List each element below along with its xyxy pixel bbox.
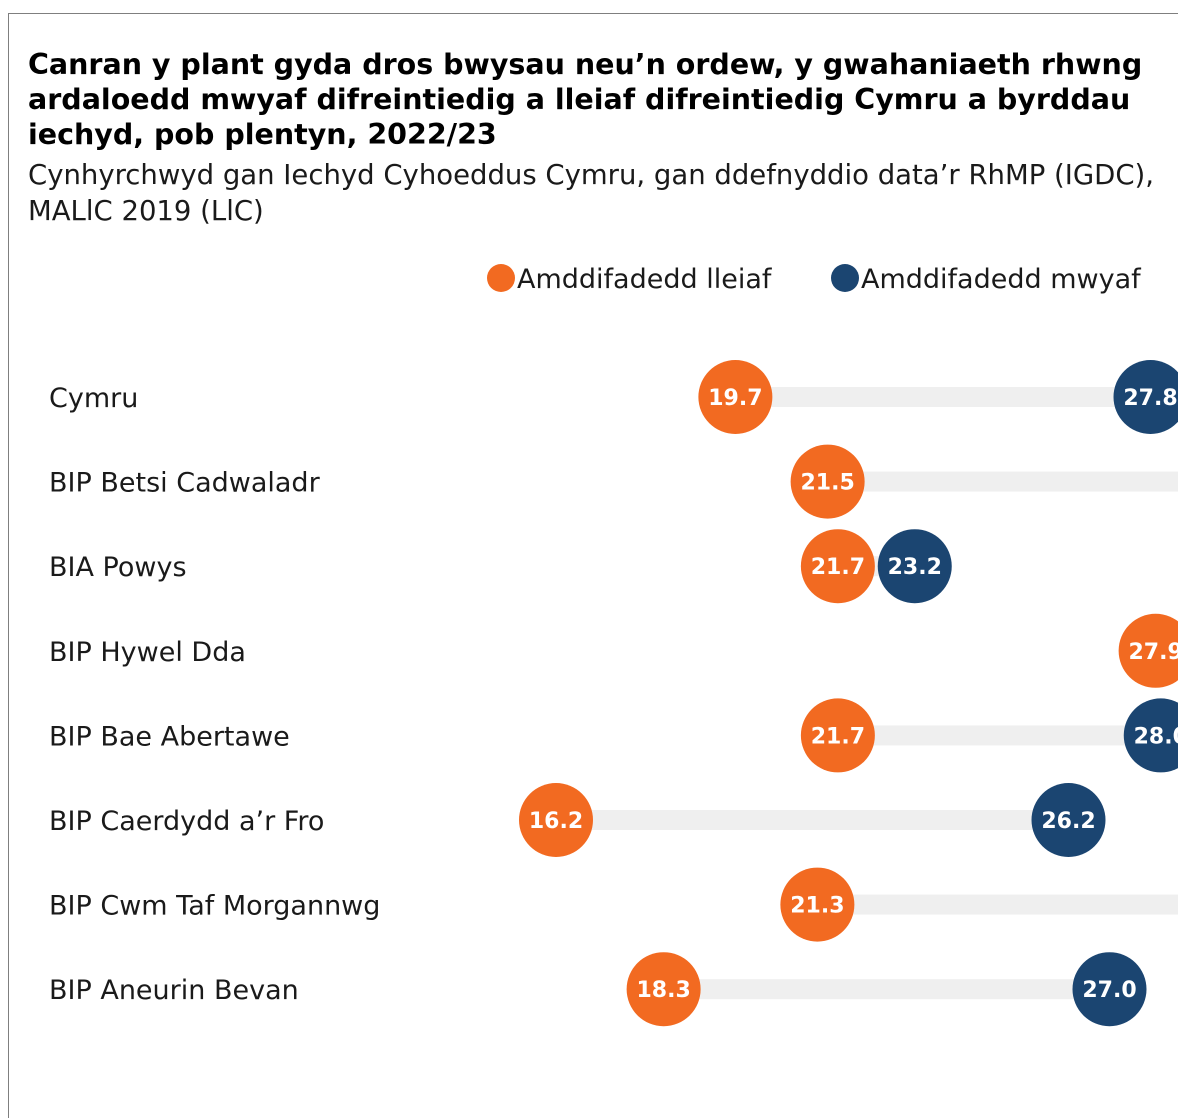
dot-least-deprived — [800, 529, 875, 604]
value-label-least-deprived: 21.3 — [790, 894, 844, 919]
category-label: BIP Aneurin Bevan — [49, 975, 299, 1006]
value-label-most-deprived: 27.0 — [1082, 978, 1136, 1003]
dot-least-deprived — [780, 867, 855, 942]
legend-marker-most-deprived — [831, 264, 859, 292]
dot-most-deprived — [1113, 360, 1178, 434]
dot-most-deprived — [1031, 783, 1106, 857]
dot-least-deprived — [1118, 613, 1178, 688]
dot-most-deprived — [877, 529, 952, 604]
dot-least-deprived — [626, 952, 701, 1027]
legend-label-most-deprived: Amddifadedd mwyaf — [861, 264, 1142, 295]
dot-least-deprived — [698, 360, 773, 434]
connector-bar — [817, 894, 1178, 915]
value-label-least-deprived: 18.3 — [636, 978, 690, 1003]
category-label: BIA Powys — [49, 552, 187, 583]
connector-bar — [663, 979, 1110, 1000]
category-label: Cymru — [49, 383, 138, 414]
value-label-least-deprived: 27.9 — [1128, 640, 1178, 665]
category-label: BIP Bae Abertawe — [49, 721, 290, 752]
value-label-least-deprived: 21.5 — [800, 471, 854, 496]
connector-bar — [837, 725, 1161, 746]
category-row: Cymru 19.7 27.8 — [49, 360, 1178, 434]
value-label-least-deprived: 21.7 — [811, 555, 865, 580]
chart-title: Canran y plant gyda dros bwysau neu’n or… — [28, 48, 1143, 151]
category-label: BIP Caerdydd a’r Fro — [49, 806, 324, 837]
category-label: BIP Betsi Cadwaladr — [49, 468, 321, 499]
category-label: BIP Hywel Dda — [49, 637, 246, 668]
category-row: BIP Aneurin Bevan 18.3 27.0 — [49, 952, 1147, 1027]
connector-bar — [556, 810, 1069, 830]
chart-legend: Amddifadedd lleiaf Amddifadedd mwyaf — [487, 264, 1142, 295]
category-label: BIP Cwm Taf Morgannwg — [49, 891, 380, 922]
chart-frame — [8, 13, 1178, 1118]
dot-least-deprived — [790, 444, 865, 519]
value-label-least-deprived: 21.7 — [811, 724, 865, 749]
chart-subtitle: Cynhyrchwyd gan Iechyd Cyhoeddus Cymru, … — [28, 159, 1155, 227]
dot-most-deprived — [1072, 952, 1147, 1027]
category-row: BIP Caerdydd a’r Fro 16.2 26.2 — [49, 783, 1106, 857]
dot-most-deprived — [1123, 698, 1178, 773]
connector-bar — [827, 471, 1178, 492]
value-label-most-deprived: 26.2 — [1041, 809, 1095, 834]
legend-label-least-deprived: Amddifadedd lleiaf — [517, 264, 773, 295]
value-label-least-deprived: 19.7 — [708, 386, 762, 411]
legend-marker-least-deprived — [487, 264, 515, 292]
value-label-most-deprived: 23.2 — [888, 555, 942, 580]
value-label-most-deprived: 27.8 — [1123, 386, 1177, 411]
dot-least-deprived — [800, 698, 875, 773]
category-row: BIP Bae Abertawe 21.7 28.0 — [49, 698, 1178, 773]
connector-bar — [735, 387, 1151, 407]
value-label-least-deprived: 16.2 — [529, 809, 583, 834]
dot-least-deprived — [519, 783, 593, 857]
value-label-most-deprived: 28.0 — [1134, 724, 1178, 749]
category-row: BIA Powys 21.7 23.2 — [49, 529, 952, 604]
